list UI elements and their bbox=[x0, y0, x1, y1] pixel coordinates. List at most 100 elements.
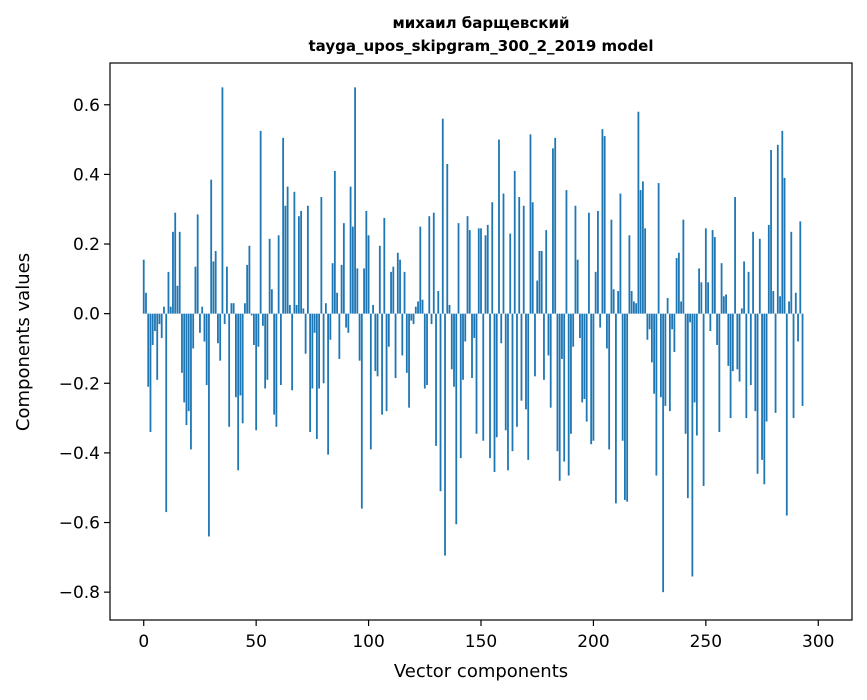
bar bbox=[653, 313, 656, 394]
bar bbox=[304, 313, 307, 354]
bar bbox=[675, 257, 678, 314]
bar bbox=[682, 219, 685, 314]
bar bbox=[324, 303, 327, 314]
bar bbox=[779, 296, 781, 314]
bar bbox=[498, 139, 500, 314]
bar bbox=[363, 268, 365, 314]
bar bbox=[441, 118, 444, 314]
bar bbox=[421, 299, 424, 314]
bar bbox=[612, 289, 615, 314]
bar bbox=[378, 245, 381, 314]
bar bbox=[648, 313, 651, 330]
bar bbox=[693, 313, 696, 403]
bar bbox=[686, 313, 689, 499]
bar bbox=[558, 313, 561, 481]
bar bbox=[156, 313, 159, 380]
bar bbox=[408, 313, 410, 408]
bar bbox=[567, 313, 570, 476]
bar bbox=[632, 301, 635, 314]
y-tick-label: −0.2 bbox=[59, 374, 100, 394]
bar bbox=[347, 313, 350, 333]
bar bbox=[257, 313, 260, 347]
bar bbox=[727, 313, 730, 366]
bar bbox=[585, 313, 588, 422]
bar bbox=[336, 292, 338, 314]
bar bbox=[417, 301, 419, 314]
bar bbox=[241, 313, 244, 424]
bar bbox=[644, 228, 647, 314]
bar bbox=[333, 170, 336, 314]
bar bbox=[158, 313, 161, 325]
y-tick-label: −0.6 bbox=[59, 514, 100, 534]
bar bbox=[592, 313, 595, 441]
bar bbox=[145, 292, 147, 314]
bar bbox=[297, 216, 300, 314]
bar bbox=[318, 313, 321, 389]
bar bbox=[194, 266, 197, 314]
bar bbox=[365, 210, 368, 314]
bar bbox=[142, 259, 145, 314]
bar bbox=[702, 313, 705, 486]
bar bbox=[187, 313, 190, 412]
bar bbox=[430, 313, 433, 325]
bar bbox=[270, 289, 273, 314]
bar bbox=[549, 313, 552, 408]
bar bbox=[711, 230, 714, 314]
bar bbox=[554, 137, 557, 314]
bar bbox=[691, 313, 694, 577]
bar bbox=[217, 313, 219, 344]
bar bbox=[306, 205, 309, 314]
bar bbox=[151, 313, 154, 345]
bar bbox=[529, 134, 532, 314]
bar bbox=[244, 303, 246, 314]
bar bbox=[635, 303, 638, 314]
bar bbox=[704, 228, 707, 314]
bar bbox=[210, 179, 213, 314]
bar bbox=[275, 313, 278, 427]
bar bbox=[770, 150, 772, 314]
bar bbox=[639, 190, 642, 314]
bar bbox=[655, 313, 658, 476]
bar bbox=[160, 313, 163, 339]
bar bbox=[626, 313, 629, 502]
bar bbox=[538, 250, 541, 314]
bar bbox=[412, 313, 415, 325]
bar bbox=[489, 313, 491, 459]
bar bbox=[556, 313, 559, 452]
bar bbox=[590, 313, 593, 445]
bar bbox=[761, 313, 763, 460]
bar bbox=[239, 313, 242, 396]
bar bbox=[671, 313, 674, 330]
bar bbox=[713, 237, 716, 314]
x-tick-label: 300 bbox=[802, 632, 834, 652]
bar bbox=[205, 313, 208, 386]
bar bbox=[273, 313, 276, 415]
y-tick-label: −0.4 bbox=[59, 444, 100, 464]
bar bbox=[462, 313, 464, 380]
bar bbox=[383, 217, 386, 314]
x-tick-label: 200 bbox=[577, 632, 609, 652]
bar bbox=[291, 313, 294, 391]
bar bbox=[707, 282, 709, 314]
bar bbox=[176, 285, 179, 314]
bar bbox=[264, 313, 267, 389]
bar bbox=[446, 163, 449, 314]
bar bbox=[500, 313, 503, 344]
bar bbox=[680, 301, 683, 314]
bar bbox=[677, 252, 680, 314]
bar bbox=[767, 224, 770, 314]
bar bbox=[684, 313, 687, 434]
bar bbox=[345, 313, 347, 328]
bar bbox=[320, 197, 323, 314]
x-tick-label: 50 bbox=[245, 632, 267, 652]
bar bbox=[664, 313, 667, 406]
plot-frame bbox=[109, 62, 853, 621]
bar bbox=[466, 216, 469, 314]
bar bbox=[662, 313, 665, 593]
bar bbox=[797, 313, 799, 342]
bar bbox=[615, 313, 617, 504]
bar bbox=[650, 313, 653, 363]
bar bbox=[226, 266, 228, 314]
bar bbox=[722, 296, 725, 314]
y-tick-label: −0.8 bbox=[59, 583, 100, 603]
